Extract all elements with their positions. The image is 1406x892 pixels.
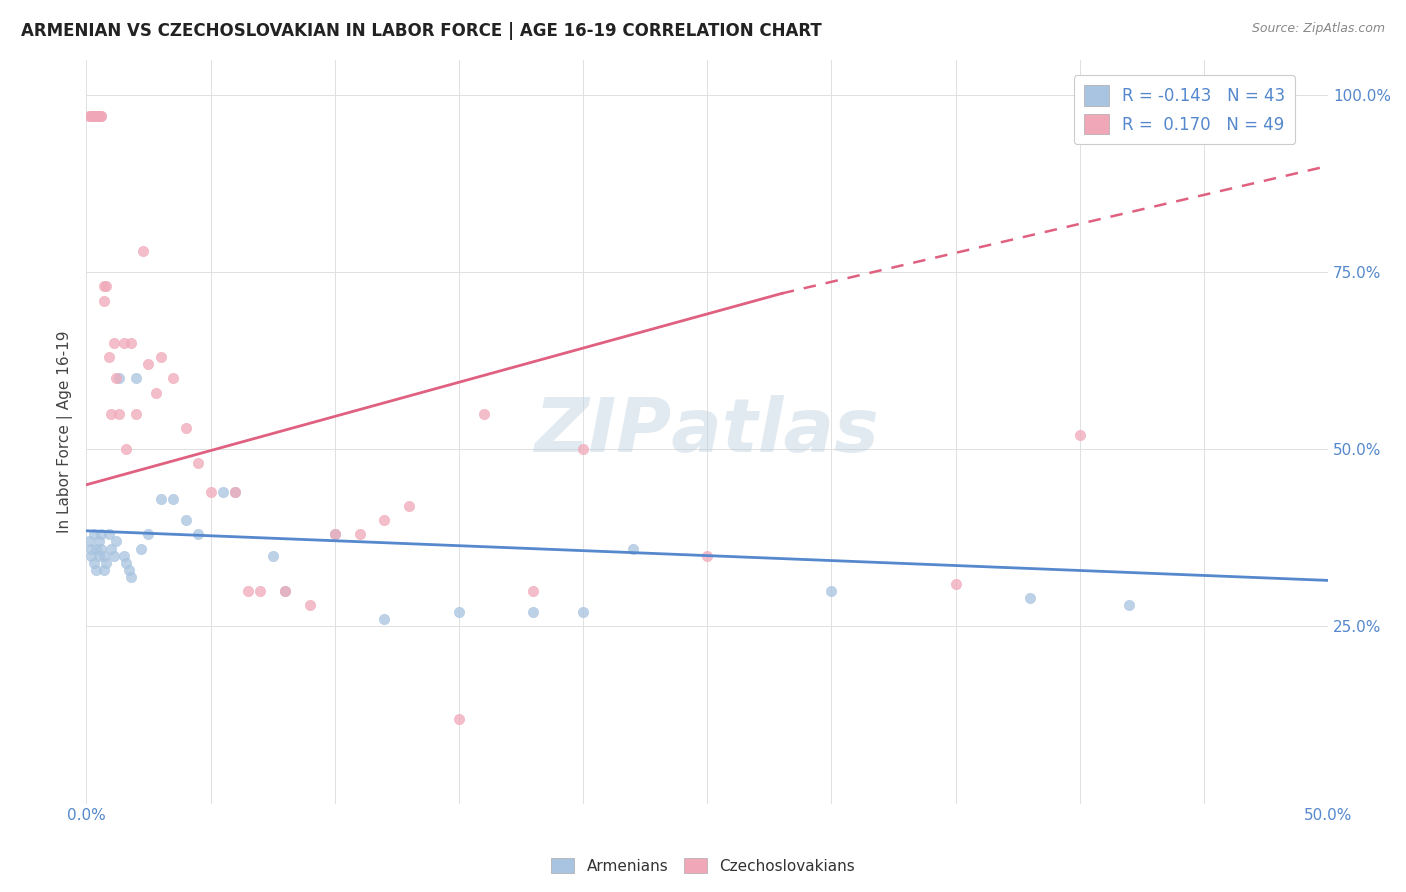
Point [174, 513, 197, 527]
Text: Source: ZipAtlas.com: Source: ZipAtlas.com [1251, 22, 1385, 36]
Point [224, 484, 246, 499]
Legend: R = -0.143   N = 43, R =  0.170   N = 49: R = -0.143 N = 43, R = 0.170 N = 49 [1074, 75, 1295, 145]
Point [262, 549, 284, 563]
Point [149, 491, 172, 506]
Point [120, 570, 142, 584]
Point [572, 605, 595, 619]
Point [945, 577, 967, 591]
Point [97, 527, 120, 541]
Point [696, 549, 718, 563]
Point [132, 244, 155, 258]
Point [349, 527, 371, 541]
Point [522, 584, 544, 599]
Point [90, 109, 112, 123]
Text: ARMENIAN VS CZECHOSLOVAKIAN IN LABOR FORCE | AGE 16-19 CORRELATION CHART: ARMENIAN VS CZECHOSLOVAKIAN IN LABOR FOR… [21, 22, 823, 40]
Point [77, 109, 100, 123]
Point [97, 350, 120, 364]
Point [115, 556, 138, 570]
Point [84, 109, 107, 123]
Point [103, 549, 125, 563]
Point [145, 385, 167, 400]
Point [162, 371, 184, 385]
Point [447, 712, 470, 726]
Point [93, 563, 115, 577]
Point [90, 541, 112, 556]
Y-axis label: In Labor Force | Age 16-19: In Labor Force | Age 16-19 [58, 330, 73, 533]
Point [298, 598, 321, 612]
Point [138, 357, 160, 371]
Point [93, 279, 115, 293]
Point [84, 541, 107, 556]
Point [115, 442, 138, 457]
Point [373, 513, 395, 527]
Point [105, 534, 128, 549]
Point [93, 549, 115, 563]
Point [112, 336, 135, 351]
Point [83, 556, 105, 570]
Point [274, 584, 297, 599]
Point [249, 584, 271, 599]
Point [1069, 428, 1091, 442]
Point [93, 293, 115, 308]
Point [83, 109, 105, 123]
Point [105, 371, 128, 385]
Point [87, 109, 110, 123]
Point [212, 484, 235, 499]
Text: ZIP​atlas: ZIP​atlas [534, 395, 880, 468]
Point [447, 605, 470, 619]
Point [112, 549, 135, 563]
Point [187, 527, 209, 541]
Point [129, 541, 152, 556]
Point [373, 612, 395, 626]
Point [107, 407, 129, 421]
Point [1019, 591, 1042, 606]
Point [96, 279, 118, 293]
Point [96, 556, 118, 570]
Point [107, 371, 129, 385]
Point [83, 109, 105, 123]
Point [274, 584, 297, 599]
Point [80, 541, 103, 556]
Point [80, 109, 103, 123]
Point [103, 336, 125, 351]
Point [236, 584, 259, 599]
Point [90, 109, 112, 123]
Legend: Armenians, Czechoslovakians: Armenians, Czechoslovakians [546, 852, 860, 880]
Point [100, 407, 122, 421]
Point [522, 605, 544, 619]
Point [77, 534, 100, 549]
Point [125, 371, 148, 385]
Point [398, 499, 420, 513]
Point [87, 549, 110, 563]
Point [80, 109, 103, 123]
Point [149, 350, 172, 364]
Point [820, 584, 842, 599]
Point [84, 563, 107, 577]
Point [87, 109, 110, 123]
Point [572, 442, 595, 457]
Point [1118, 598, 1140, 612]
Point [90, 527, 112, 541]
Point [100, 541, 122, 556]
Point [323, 527, 346, 541]
Point [117, 563, 139, 577]
Point [187, 457, 209, 471]
Point [200, 484, 222, 499]
Point [472, 407, 495, 421]
Point [224, 484, 246, 499]
Point [138, 527, 160, 541]
Point [323, 527, 346, 541]
Point [125, 407, 148, 421]
Point [162, 491, 184, 506]
Point [87, 109, 110, 123]
Point [84, 109, 107, 123]
Point [80, 549, 103, 563]
Point [174, 421, 197, 435]
Point [83, 527, 105, 541]
Point [87, 534, 110, 549]
Point [84, 109, 107, 123]
Point [120, 336, 142, 351]
Point [621, 541, 644, 556]
